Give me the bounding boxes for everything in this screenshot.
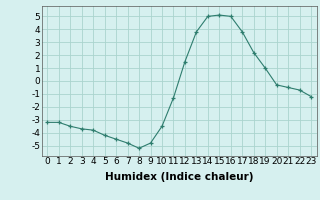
X-axis label: Humidex (Indice chaleur): Humidex (Indice chaleur): [105, 172, 253, 182]
